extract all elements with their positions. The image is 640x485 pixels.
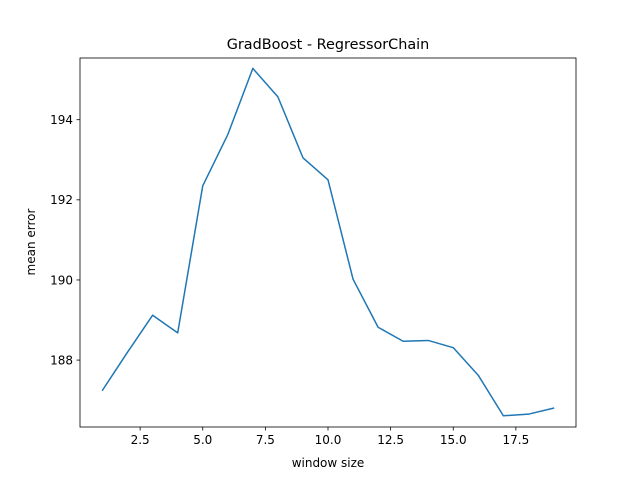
chart-title: GradBoost - RegressorChain (227, 37, 430, 53)
x-tick-label: 12.5 (377, 433, 404, 447)
x-tick-label: 15.0 (440, 433, 467, 447)
x-tick-label: 17.5 (503, 433, 530, 447)
x-tick-label: 10.0 (315, 433, 342, 447)
y-tick-label: 194 (50, 113, 73, 127)
x-tick-label: 7.5 (256, 433, 275, 447)
y-tick-label: 190 (50, 273, 73, 287)
y-tick-label: 192 (50, 193, 73, 207)
y-tick-label: 188 (50, 353, 73, 367)
x-tick-label: 2.5 (131, 433, 150, 447)
x-tick-label: 5.0 (193, 433, 212, 447)
x-axis-label: window size (292, 456, 365, 470)
y-axis-label: mean error (24, 208, 38, 275)
